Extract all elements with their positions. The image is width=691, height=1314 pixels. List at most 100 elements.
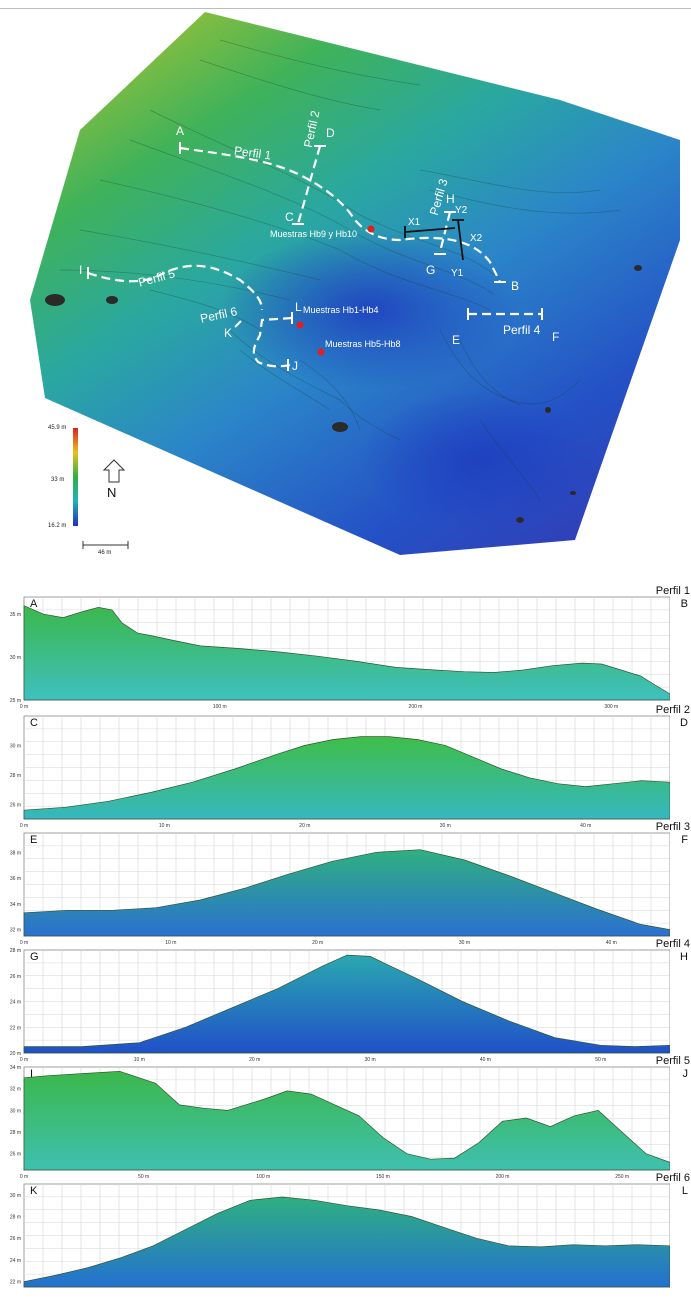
y-tick-label: 32 m <box>10 928 21 934</box>
x-tick-label: 100 m <box>256 1174 270 1180</box>
perfil-4-label: Perfil 4 <box>503 323 541 337</box>
y-tick-label: 28 m <box>10 773 21 779</box>
bathymetry-map <box>30 12 680 555</box>
perfil-6-path <box>252 316 293 368</box>
sample-hb5-hb8-label: Muestras Hb5-Hb8 <box>325 339 401 349</box>
y-tick-label: 30 m <box>10 655 21 661</box>
profile-end-letter: D <box>680 717 688 729</box>
x-tick-label: 30 m <box>459 940 470 946</box>
endpoint-b: B <box>511 279 520 293</box>
survey-paths <box>87 145 542 368</box>
x-tick-label: 30 m <box>365 1057 376 1063</box>
profile-start-letter: C <box>30 717 38 729</box>
profile-end-letter: J <box>682 1068 689 1080</box>
endpoint-k: K <box>224 326 233 340</box>
endpoint-c: C <box>285 210 294 224</box>
profile-area-1 <box>23 605 670 701</box>
profile-panel-4: 20 m 22 m 24 m 26 m 28 m 0 m 10 m 20 m 30 m 40 m 5… <box>10 938 690 1065</box>
profile-title-1: Perfil 1 <box>655 585 690 597</box>
x-tick-label: 10 m <box>165 940 176 946</box>
profile-end-letter: L <box>681 1185 688 1197</box>
y-tick-label: 22 m <box>10 1025 21 1031</box>
profile-title-5: Perfil 5 <box>655 1055 690 1067</box>
legend-max: 45.9 m <box>48 425 67 431</box>
y-tick-label: 28 m <box>10 1130 21 1136</box>
y-tick-label: 28 m <box>10 1215 21 1221</box>
endpoint-d: D <box>326 126 335 140</box>
scale-label: 46 m <box>98 550 112 556</box>
x-tick-label: 150 m <box>376 1174 390 1180</box>
terrain-raster <box>30 12 680 555</box>
x-tick-label: 20 m <box>299 823 310 829</box>
profile-panel-5: 26 m 28 m 30 m 32 m 34 m 0 m 50 m 100 m 150 m 200… <box>10 1055 690 1182</box>
x-tick-label: 20 m <box>249 1057 260 1063</box>
scale-bar <box>82 541 129 549</box>
y-tick-label: 26 m <box>10 802 21 808</box>
profile-area-2 <box>23 736 670 820</box>
profile-title-3: Perfil 3 <box>655 821 690 833</box>
rock-outcrops <box>45 265 642 523</box>
y-tick-label: 24 m <box>10 1258 21 1264</box>
profile-end-letter: B <box>680 598 688 610</box>
profile-area-3 <box>23 849 670 937</box>
y-tick-label: 26 m <box>10 1152 21 1158</box>
endpoint-a: A <box>176 124 185 138</box>
y-tick-label: 25 m <box>10 698 21 704</box>
profile-panel-2: 26 m 28 m 30 m 0 m 10 m 20 m 30 m 40 m Perfil 2 C… <box>10 704 690 831</box>
y-tick-label: 36 m <box>10 876 21 882</box>
x-tick-label: 0 m <box>20 940 28 946</box>
profile-title-4: Perfil 4 <box>655 938 690 950</box>
profile-panel-6: 22 m 24 m 26 m 28 m 30 m Perfil 6 K L <box>10 1172 690 1299</box>
x-tick-label: 0 m <box>20 704 28 710</box>
y-tick-label: 30 m <box>10 1108 21 1114</box>
perfil-3-path <box>438 211 452 253</box>
y-tick-label: 30 m <box>10 1193 21 1199</box>
y-tick-label: 26 m <box>10 1236 21 1242</box>
x-tick-label: 10 m <box>159 823 170 829</box>
profile-panel-3: 32 m 34 m 36 m 38 m 0 m 10 m 20 m 30 m 40 m Perfi… <box>10 821 690 948</box>
endpoint-e: E <box>452 333 461 347</box>
x-tick-label: 0 m <box>20 1057 28 1063</box>
profile-start-letter: I <box>30 1068 34 1080</box>
x-tick-label: 0 m <box>20 823 28 829</box>
section-y1-label: Y1 <box>451 268 464 279</box>
profile-chart-3: 32 m 34 m 36 m 38 m 0 m 10 m 20 m 30 m 40 m <box>10 832 670 946</box>
y-tick-label: 32 m <box>10 1087 21 1093</box>
contour-lines <box>59 39 621 501</box>
legend-min: 16.2 m <box>48 523 67 529</box>
profile-chart-6: 22 m 24 m 26 m 28 m 30 m <box>10 1183 670 1288</box>
y-tick-label: 24 m <box>10 1000 21 1006</box>
x-tick-label: 100 m <box>213 704 227 710</box>
profile-end-letter: H <box>680 951 688 963</box>
profile-chart-2: 26 m 28 m 30 m 0 m 10 m 20 m 30 m 40 m <box>10 715 670 829</box>
profile-chart-4: 20 m 22 m 24 m 26 m 28 m 0 m 10 m 20 m 30 m 40 m 5… <box>10 948 670 1063</box>
profile-start-letter: G <box>30 951 39 963</box>
x-tick-label: 250 m <box>615 1174 629 1180</box>
x-tick-label: 50 m <box>595 1057 606 1063</box>
x-tick-label: 30 m <box>440 823 451 829</box>
profile-panel-1: 25 m 30 m 35 m 0 m 100 m 200 m 300 m Perfil 1 A B <box>10 585 690 712</box>
elevation-color-bar <box>73 428 78 526</box>
x-tick-label: 200 m <box>496 1174 510 1180</box>
profile-end-letter: F <box>681 834 688 846</box>
profile-chart-5: 26 m 28 m 30 m 32 m 34 m 0 m 50 m 100 m 150 m 200… <box>10 1065 670 1180</box>
profile-title-2: Perfil 2 <box>655 704 690 716</box>
section-y2-label: Y2 <box>455 205 468 216</box>
profile-start-letter: E <box>30 834 38 846</box>
x-tick-label: 40 m <box>580 823 591 829</box>
endpoint-g: G <box>426 263 436 277</box>
x-tick-label: 10 m <box>134 1057 145 1063</box>
y-tick-label: 34 m <box>10 1065 21 1071</box>
y-tick-label: 38 m <box>10 850 21 856</box>
x-tick-label: 200 m <box>409 704 423 710</box>
section-x2-label: X2 <box>470 233 483 244</box>
endpoint-f: F <box>552 330 560 344</box>
profile-area-5 <box>23 1070 670 1171</box>
y-tick-label: 30 m <box>10 743 21 749</box>
cross-sections <box>404 219 464 261</box>
y-tick-label: 20 m <box>10 1051 21 1057</box>
y-tick-label: 22 m <box>10 1280 21 1286</box>
top-rule <box>0 8 691 9</box>
north-label: N <box>107 485 117 500</box>
x-tick-label: 300 m <box>604 704 618 710</box>
